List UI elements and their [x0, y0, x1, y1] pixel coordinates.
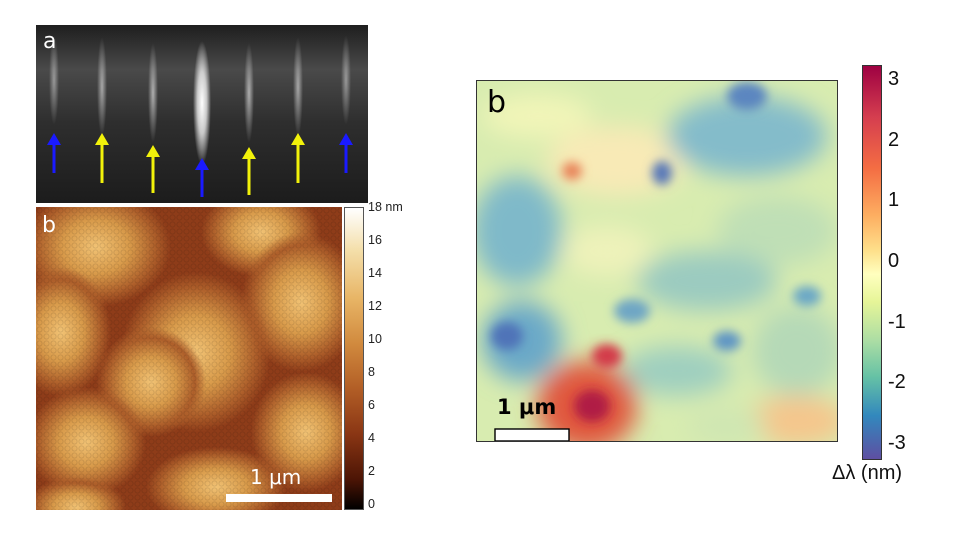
map-colorbar-tick: -2 [888, 371, 906, 394]
map-scalebar-label: 1 μm [497, 395, 557, 419]
afm-colorbar-tick: 16 [368, 233, 382, 247]
arrow-3 [146, 145, 160, 193]
wavelength-shift-map [477, 81, 837, 441]
map-colorbar-label: Δλ (nm) [832, 462, 903, 484]
rheed-streaks [49, 35, 351, 165]
panel-a-rheed: a [36, 25, 368, 203]
map-scalebar [494, 428, 570, 441]
afm-colorbar-tick: 2 [368, 464, 375, 478]
map-colorbar-tick: 0 [888, 250, 900, 272]
afm-colorbar-tick: 4 [368, 431, 375, 445]
arrow-5 [242, 147, 256, 195]
streak-6 [341, 35, 351, 125]
arrow-4 [195, 158, 209, 197]
panel-b-afm-label: b [42, 213, 56, 238]
map-colorbar-tick: -1 [888, 310, 906, 333]
map-blobs-large [477, 94, 837, 441]
afm-colorbar-tick: 12 [368, 299, 382, 313]
panel-a-label: a [43, 29, 57, 54]
arrow-2 [95, 133, 109, 183]
streak-5 [293, 37, 303, 137]
streak-1 [49, 35, 59, 125]
map-blobs-small [491, 82, 821, 422]
afm-colorbar-tick: 8 [368, 365, 375, 379]
map-colorbar-tick: 3 [888, 68, 900, 90]
afm-colorbar-tick: 0 [368, 497, 375, 511]
map-colorbar-tick: 2 [888, 128, 900, 151]
panel-b-map: b 1 μm [476, 80, 838, 442]
map-colorbar-tick: -3 [888, 432, 906, 454]
afm-colorbar-tick: 10 [368, 332, 382, 346]
arrow-1 [47, 133, 61, 173]
afm-image [36, 207, 342, 510]
streak-4 [244, 43, 254, 143]
afm-colorbar-tick: 6 [368, 398, 375, 412]
afm-colorbar-tick: 18 nm [368, 200, 403, 214]
panel-b-afm: b 1 μm [36, 207, 342, 510]
rheed-image [36, 25, 368, 203]
map-colorbar [862, 65, 882, 460]
panel-b-map-label: b [487, 85, 507, 120]
streak-center [193, 41, 211, 165]
afm-colorbar [344, 207, 364, 510]
arrow-6 [291, 133, 305, 183]
arrow-7 [339, 133, 353, 173]
afm-scalebar-label: 1 μm [250, 465, 302, 489]
afm-colorbar-tick: 14 [368, 266, 382, 280]
streak-2 [97, 37, 107, 137]
streak-3 [148, 43, 158, 143]
rheed-arrows [47, 133, 353, 197]
afm-scalebar [226, 494, 332, 502]
map-colorbar-tick: 1 [888, 189, 900, 212]
